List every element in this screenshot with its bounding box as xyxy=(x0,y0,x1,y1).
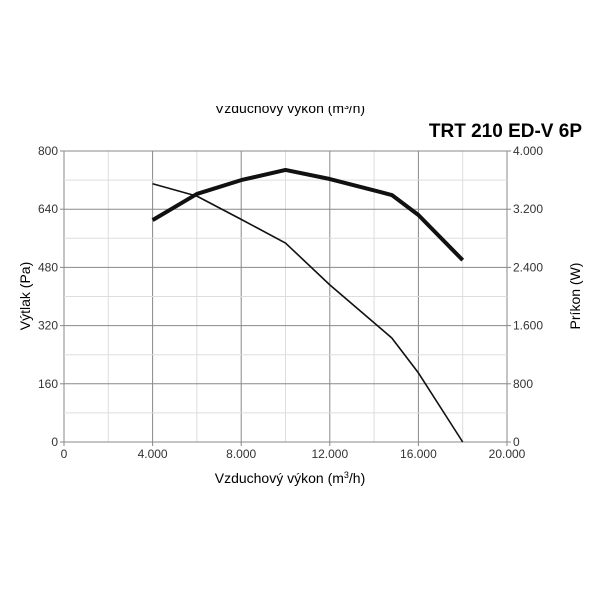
x-tick-label: 20.000 xyxy=(489,447,526,461)
y-tick-label: 320 xyxy=(38,319,58,333)
x-tick-label: 0 xyxy=(61,447,68,461)
y-tick-label: 480 xyxy=(38,260,58,274)
x-tick-label: 4.000 xyxy=(138,447,168,461)
y2-tick-label: 2.400 xyxy=(513,260,543,274)
y2-tick-label: 0 xyxy=(513,435,520,449)
power-curve xyxy=(151,167,465,262)
y2-tick-label: 3.200 xyxy=(513,202,543,216)
y2-axis-label: Príkon (W) xyxy=(567,263,583,330)
y-tick-label: 640 xyxy=(38,202,58,216)
y-tick-label: 800 xyxy=(38,144,58,158)
y2-tick-label: 4.000 xyxy=(513,144,543,158)
y-axis-label: Výtlak (Pa) xyxy=(17,262,33,330)
pressure-curve xyxy=(152,182,464,443)
y-tick-label: 160 xyxy=(38,377,58,391)
chart-title: TRT 210 ED-V 6P xyxy=(429,121,582,142)
x-tick-label: 12.000 xyxy=(311,447,348,461)
x-axis-label: Vzduchový výkon (m3/h) xyxy=(215,470,366,486)
y2-tick-label: 1.600 xyxy=(513,319,543,333)
x-tick-label: 16.000 xyxy=(400,447,437,461)
x-tick-label: 8.000 xyxy=(226,447,256,461)
y2-tick-label: 800 xyxy=(513,377,533,391)
y-tick-label: 0 xyxy=(51,435,58,449)
